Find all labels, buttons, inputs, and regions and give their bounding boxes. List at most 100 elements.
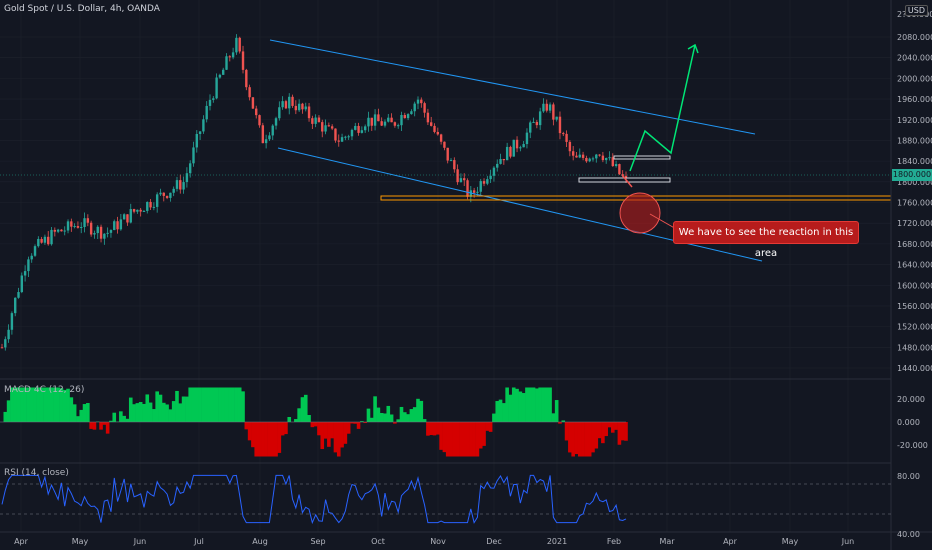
macd-bar [254, 422, 259, 457]
macd-bar [152, 409, 156, 422]
macd-tick-label: 20.000 [897, 395, 925, 404]
macd-bar [82, 404, 87, 422]
macd-bar [571, 422, 575, 457]
macd-bar [327, 422, 331, 447]
candle-body [288, 96, 291, 109]
candle-body [482, 181, 486, 184]
candle-body [202, 119, 205, 132]
candle-body [86, 218, 90, 223]
macd-bar [475, 422, 480, 457]
macd-bar [6, 400, 11, 422]
candle-body [297, 103, 301, 111]
candle-body [132, 209, 136, 212]
macd-bar [568, 422, 572, 453]
candle-body [251, 97, 255, 109]
candle-body [37, 238, 40, 247]
macd-bar [79, 409, 84, 422]
time-label: Mar [659, 537, 675, 546]
macd-bar [459, 422, 463, 457]
currency-badge[interactable]: USD [904, 5, 928, 16]
macd-bar [39, 387, 44, 422]
price-tick-label: 1840.000 [897, 157, 932, 166]
candle-body [159, 192, 162, 195]
macd-bar [105, 422, 110, 434]
time-label: Jul [193, 537, 204, 546]
rsi-band [0, 483, 891, 515]
time-axis-labels[interactable]: Apr May Jun Jul Aug Sep Oct Nov Dec 2021 Feb Mar Apr… [14, 537, 854, 546]
projection-arrow[interactable] [629, 44, 696, 172]
candle-body [172, 188, 175, 193]
candle-body [552, 104, 555, 120]
candle-body [403, 115, 406, 119]
candle-body [436, 131, 440, 135]
price-tick-label: 1880.000 [897, 136, 932, 145]
macd-bar [323, 422, 328, 439]
macd-bar [485, 422, 490, 431]
macd-bar [498, 399, 503, 422]
candle-body [60, 229, 63, 232]
candle-body [426, 112, 430, 123]
candle-body [390, 117, 393, 123]
time-label: May [782, 537, 799, 546]
candle-body [340, 137, 344, 142]
resistance-box[interactable] [613, 155, 671, 160]
macd-bar [234, 387, 239, 422]
macd-bar [538, 387, 542, 422]
candle-body [558, 116, 562, 134]
macd-bar [270, 422, 275, 457]
macd-bar [36, 387, 41, 422]
macd-bar [472, 422, 476, 457]
current-price-tag: 1800.000 [892, 169, 932, 181]
candle-body [532, 121, 535, 123]
rsi-label[interactable]: RSI (14, close) [4, 468, 69, 478]
candle-body [149, 201, 152, 208]
candle-body [291, 96, 294, 106]
candle-body [231, 52, 235, 58]
macd-bar [445, 422, 450, 457]
candle-body [264, 139, 268, 144]
macd-bar [402, 412, 407, 422]
macd-bar [584, 422, 589, 457]
candle-body [548, 104, 552, 111]
candle-body [545, 103, 548, 111]
macd-bar [10, 387, 14, 422]
candle-body [271, 125, 274, 136]
macd-bar [145, 394, 150, 422]
candle-body [581, 154, 585, 158]
candle-body [472, 190, 476, 193]
candle-body [175, 180, 179, 189]
candle-body [195, 133, 198, 148]
candle-body [10, 313, 14, 330]
reaction-area-circle[interactable] [619, 192, 661, 234]
macd-bar [419, 400, 424, 422]
candle-body [33, 246, 37, 256]
symbol-title[interactable]: Gold Spot / U.S. Dollar, 4h, OANDA [4, 4, 160, 14]
candle-body [363, 126, 367, 131]
channel-upper-line[interactable] [269, 39, 756, 135]
price-axis-ticks[interactable]: 2080.000 2040.000 2000.000 1960.000 1920.000… [897, 10, 932, 373]
macd-bar [561, 420, 566, 422]
macd-bar [244, 422, 249, 430]
macd-bar [72, 404, 77, 422]
time-label: Feb [607, 537, 621, 546]
macd-tick-label: -20.000 [897, 441, 928, 450]
macd-bar [313, 422, 318, 427]
macd-bar [171, 401, 176, 422]
rsi-tick-label: 80.00 [897, 472, 920, 481]
macd-bar [224, 387, 229, 422]
candle-body [396, 125, 400, 127]
macd-bar [178, 403, 183, 422]
candle-body [109, 230, 113, 233]
candle-body [208, 99, 212, 106]
candle-body [542, 103, 545, 112]
candle-body [377, 114, 380, 122]
macd-bar [20, 387, 24, 422]
candle-body [410, 111, 413, 115]
macd-bar [62, 389, 67, 422]
candle-body [535, 121, 539, 126]
annotation-callout[interactable]: We have to see the reaction in this area [673, 221, 859, 259]
macd-label[interactable]: MACD 4C (12, 26) [4, 385, 85, 395]
projection-arrowhead [687, 43, 699, 54]
candle-body [420, 99, 423, 104]
